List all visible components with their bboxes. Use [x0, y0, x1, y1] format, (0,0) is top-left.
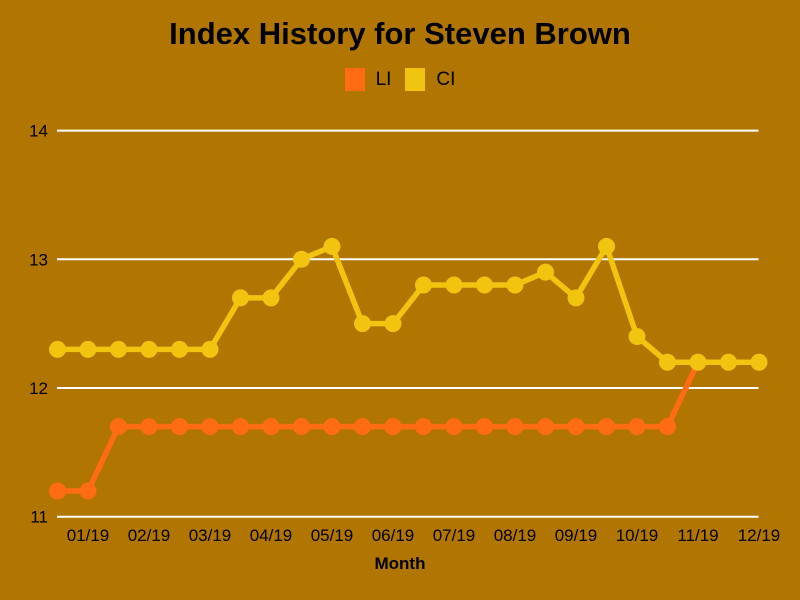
x-tick-label: 04/19: [250, 526, 293, 545]
x-tick-label: 07/19: [433, 526, 476, 545]
x-tick-label: 12/19: [738, 526, 781, 545]
ci-data-point: [720, 353, 737, 371]
ci-legend-swatch-icon: [405, 68, 426, 91]
ci-data-point: [750, 353, 768, 371]
li-data-point: [659, 418, 676, 436]
legend-item-li: LI: [344, 68, 392, 91]
x-tick-label: 05/19: [311, 526, 354, 545]
li-data-point: [201, 418, 219, 436]
li-data-point: [628, 418, 646, 436]
legend-label-li: LI: [375, 68, 392, 90]
x-tick-label: 09/19: [555, 526, 598, 545]
ci-data-point: [506, 276, 524, 294]
li-data-point: [171, 418, 188, 436]
x-tick-label: 02/19: [128, 526, 171, 545]
li-data-point: [506, 418, 524, 436]
x-tick-label: 11/19: [677, 526, 718, 545]
y-tick-label: 11: [30, 508, 48, 527]
ci-data-point: [445, 276, 463, 294]
legend-item-ci: CI: [405, 68, 455, 91]
ci-data-point: [262, 289, 280, 307]
legend-label-ci: CI: [436, 68, 456, 90]
li-legend-swatch-icon: [344, 68, 365, 91]
li-data-point: [262, 418, 280, 436]
ci-data-point: [171, 340, 188, 358]
x-tick-label: 10/19: [616, 526, 659, 545]
ci-data-point: [201, 340, 219, 358]
ci-data-point: [323, 237, 341, 255]
li-data-point: [49, 482, 66, 500]
ci-series-line: [54, 243, 762, 366]
li-data-point: [110, 418, 127, 436]
ci-data-point: [689, 353, 707, 371]
li-data-point: [323, 418, 341, 436]
ci-data-point: [232, 289, 249, 307]
ci-data-point: [293, 250, 310, 268]
y-tick-label: 13: [29, 250, 48, 269]
li-data-point: [232, 418, 249, 436]
x-tick-label: 08/19: [494, 526, 537, 545]
li-data-point: [79, 482, 97, 500]
ci-data-point: [415, 276, 432, 294]
li-series-line: [54, 359, 762, 494]
ci-data-point: [659, 353, 676, 371]
legend: LI CI: [0, 68, 800, 91]
li-data-point: [567, 418, 585, 436]
li-data-point: [537, 418, 554, 436]
ci-data-point: [598, 237, 615, 255]
li-data-point: [384, 418, 402, 436]
ci-data-point: [354, 315, 371, 333]
ci-data-point: [628, 328, 646, 346]
li-data-point: [445, 418, 463, 436]
ci-data-point: [79, 340, 97, 358]
ci-data-point: [384, 315, 402, 333]
ci-data-point: [537, 263, 554, 281]
x-tick-label: 03/19: [189, 526, 232, 545]
x-tick-label: 06/19: [372, 526, 415, 545]
ci-data-point: [140, 340, 158, 358]
ci-data-point: [110, 340, 127, 358]
li-data-point: [415, 418, 432, 436]
ci-data-point: [567, 289, 585, 307]
li-data-point: [598, 418, 615, 436]
y-tick-label: 12: [29, 379, 48, 398]
li-data-point: [476, 418, 493, 436]
li-data-point: [354, 418, 371, 436]
ci-data-point: [476, 276, 493, 294]
li-data-point: [293, 418, 310, 436]
x-tick-label: 01/19: [67, 526, 110, 545]
y-tick-label: 14: [29, 122, 48, 141]
li-data-point: [140, 418, 158, 436]
x-axis-title: Month: [374, 554, 426, 573]
chart-title: Index History for Steven Brown: [169, 16, 631, 51]
ci-data-point: [49, 340, 66, 358]
